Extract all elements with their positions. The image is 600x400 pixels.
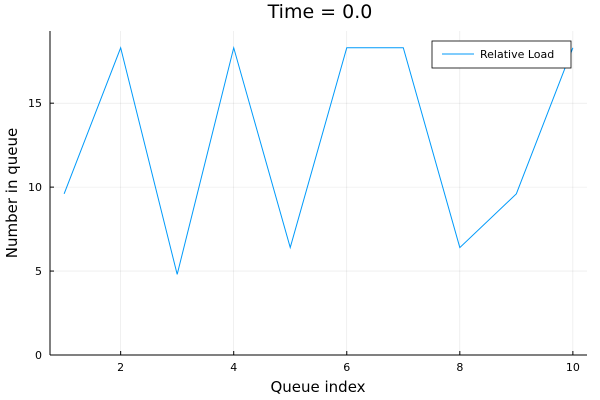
- chart-title: Time = 0.0: [267, 1, 373, 23]
- y-tick-label: 10: [28, 181, 42, 194]
- grid: [50, 31, 587, 356]
- legend: Relative Load: [431, 40, 572, 69]
- y-tick-label: 0: [35, 349, 42, 362]
- y-tick-label: 15: [28, 97, 42, 110]
- x-tick-label: 4: [230, 361, 237, 374]
- y-tick-label: 5: [35, 265, 42, 278]
- legend-label: Relative Load: [480, 48, 554, 61]
- x-tick-label: 6: [343, 361, 350, 374]
- x-tick-label: 10: [566, 361, 580, 374]
- x-axis-label: Queue index: [270, 378, 365, 396]
- series-lines: [63, 45, 574, 275]
- axes: [49, 31, 587, 356]
- y-axis-label: Number in queue: [3, 128, 21, 258]
- tick-labels: 2 4 6 8 10 0 5 10 15: [28, 97, 580, 374]
- series-line-0: [63, 45, 574, 275]
- x-tick-label: 2: [117, 361, 124, 374]
- x-tick-label: 8: [456, 361, 463, 374]
